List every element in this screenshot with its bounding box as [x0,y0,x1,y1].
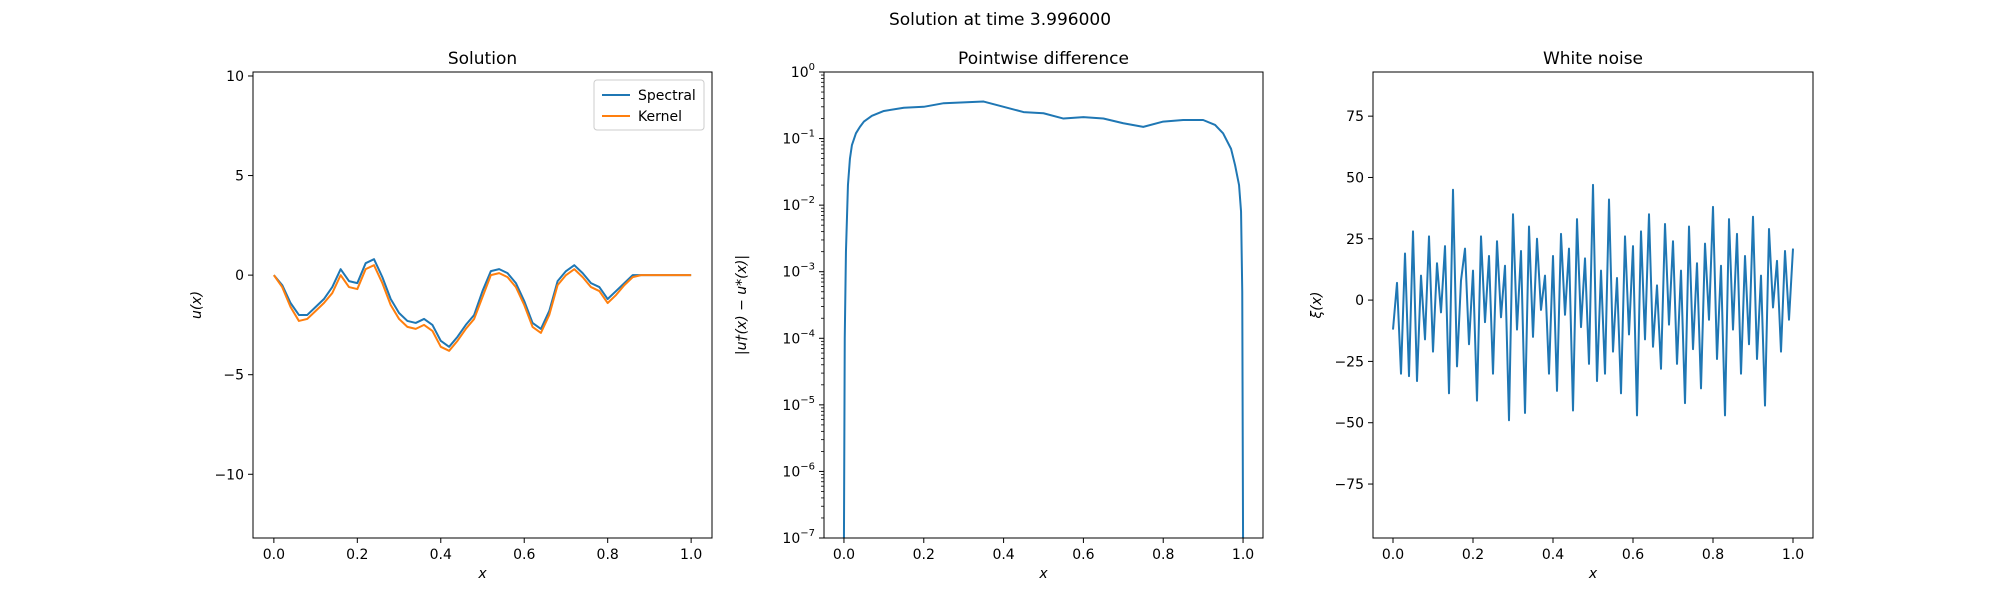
x-tick-label: 1.0 [1782,547,1804,563]
figure-suptitle: Solution at time 3.996000 [889,10,1111,30]
x-tick-label: 0.8 [1702,547,1724,563]
y-tick-label: 10 [226,69,244,85]
x-tick-label: 0.2 [346,547,368,563]
y-tick-label: 0 [1355,293,1364,309]
legend-label: Spectral [638,88,696,104]
pointwise-difference-panel: Pointwise difference 0.0 0.2 0.4 0.6 0.8 1.0 10… [734,49,1264,582]
x-axis-label: x [1038,566,1048,582]
x-tick-label: 0.4 [992,547,1014,563]
x-tick-label: 0.4 [1542,547,1564,563]
legend-box [593,79,705,131]
y-tick-label: 50 [1346,170,1364,186]
panel-title: Pointwise difference [958,49,1129,69]
series-line-data [1392,183,1794,422]
x-axis-label: x [1588,566,1598,582]
x-tick-label: 0.2 [1462,547,1484,563]
y-tick-label: 10−7 [782,528,815,547]
x-tick-label: 1.0 [1232,547,1254,563]
y-tick-label: 10−2 [782,195,815,214]
y-tick-label: 75 [1346,109,1364,125]
x-tick-label: 0.0 [833,547,855,563]
x-tick-label: 0.8 [1152,547,1174,563]
x-tick-label: 0.0 [1382,547,1404,563]
y-tick-label: 25 [1346,232,1364,248]
axes-frame [823,71,1264,539]
y-tick-label: 10−1 [782,129,815,148]
x-tick-label: 0.6 [1072,547,1094,563]
x-tick-label: 0.6 [513,547,535,563]
panel-title: White noise [1543,49,1643,69]
series-line-kernel [273,264,692,352]
y-tick-label: 10−5 [782,395,815,414]
series-line-spectral [273,258,692,348]
y-axis-label: ξ(x) [1309,291,1325,319]
y-tick-label: 10−3 [782,262,815,281]
series-line-data [842,100,1245,538]
y-tick-label: −5 [223,368,244,384]
y-tick-label: 10−6 [782,461,815,480]
y-tick-label: −25 [1334,354,1364,370]
y-tick-label: −10 [214,467,244,483]
axes-frame [252,71,713,539]
x-tick-label: 0.2 [913,547,935,563]
y-tick-label: 0 [235,268,244,284]
y-tick-label: 10−4 [782,328,815,347]
y-tick-label: 100 [791,62,815,81]
axes-frame [1372,71,1814,539]
y-tick-label: −75 [1334,477,1364,493]
x-tick-label: 1.0 [680,547,702,563]
white-noise-panel: White noise 0.0 0.2 0.4 0.6 0.8 1.0 −75 −50 −25 0 2… [1309,49,1814,582]
legend-label: Kernel [638,109,682,125]
solution-panel: Solution 0.0 0.2 0.4 0.6 0.8 1.0 −10 −5 0 5 10 x u(x)… [189,49,713,582]
x-tick-label: 0.6 [1622,547,1644,563]
panel-title: Solution [448,49,517,69]
x-tick-label: 0.4 [430,547,452,563]
x-tick-label: 0.8 [597,547,619,563]
x-tick-label: 0.0 [263,547,285,563]
y-tick-label: 5 [235,169,244,185]
y-axis-label: u(x) [189,291,205,319]
y-axis-label: |u†(x) − u*(x)| [734,255,750,355]
y-tick-label: −50 [1334,416,1364,432]
x-axis-label: x [477,566,487,582]
